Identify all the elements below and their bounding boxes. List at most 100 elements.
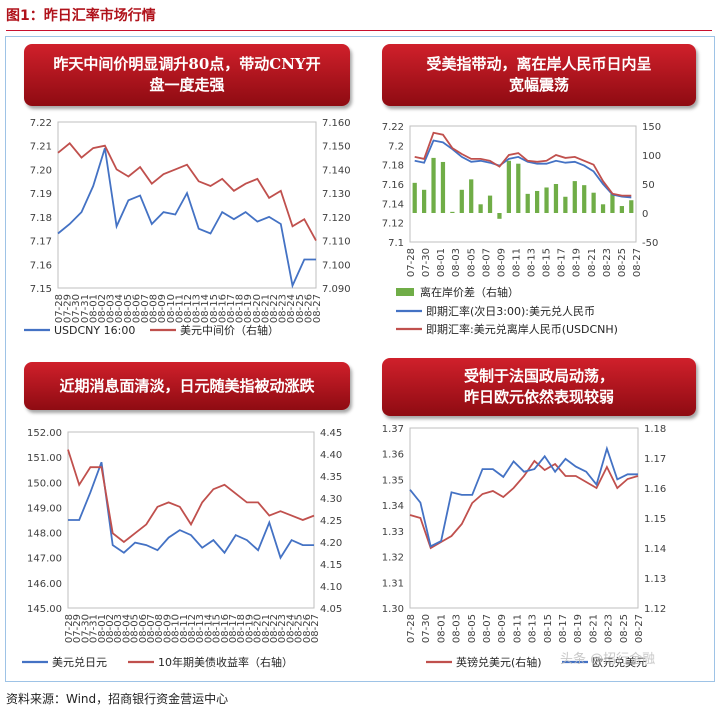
y-right-tick-label: 1.18 bbox=[644, 424, 666, 435]
x-tick-label: 08-17 bbox=[558, 614, 569, 643]
y-left-tick-label: 7.22 bbox=[382, 122, 404, 133]
y-right-tick-label: 7.120 bbox=[322, 213, 351, 224]
x-tick-label: 08-14 bbox=[200, 294, 211, 323]
x-tick-label: 08-21 bbox=[588, 614, 599, 643]
chart-eur: 1.30 1.31 1.32 1.33 1.34 1.35 1.36 1.37 1.12 1.13… bbox=[382, 424, 667, 669]
chart-cnh: 7.1 7.12 7.14 7.16 7.18 7.2 7.22 -50 0 50 100 150 07… bbox=[382, 122, 661, 336]
x-tick-label: 08-15 bbox=[212, 614, 223, 643]
x-tick-label: 08-13 bbox=[195, 614, 206, 643]
spread-bar bbox=[459, 189, 464, 213]
x-tick-label: 08-07 bbox=[140, 294, 151, 323]
x-tick-label: 08-15 bbox=[542, 248, 553, 277]
banner-line: 近期消息面清淡，日元随美指被动涨跌 bbox=[59, 376, 315, 395]
spread-bar bbox=[440, 161, 446, 213]
y-right-tick-label: 4.30 bbox=[320, 494, 342, 505]
y-left-tick-label: 1.36 bbox=[382, 450, 404, 461]
y-right-tick-label: 4.10 bbox=[320, 582, 342, 593]
series-line-0 bbox=[57, 147, 316, 289]
plot-area bbox=[57, 121, 317, 289]
x-tick-label: 08-19 bbox=[243, 294, 254, 323]
x-tick-label: 08-17 bbox=[557, 248, 568, 277]
y-right-tick-label: 4.05 bbox=[320, 604, 342, 615]
x-tick-label: 08-11 bbox=[179, 614, 190, 643]
y-right-tick-label: 4.25 bbox=[320, 516, 342, 527]
y-right-tick-label: 1.17 bbox=[644, 454, 666, 465]
legend-label: 即期汇率:美元兑离岸人民币(USDCNH) bbox=[426, 322, 618, 336]
x-tick-label: 08-15 bbox=[209, 294, 220, 323]
x-tick-label: 08-21 bbox=[587, 248, 598, 277]
y-right-tick-label: 50 bbox=[642, 180, 655, 191]
x-tick-label: 08-01 bbox=[88, 294, 99, 323]
x-tick-label: 07-29 bbox=[63, 294, 74, 323]
spread-bar bbox=[525, 193, 530, 213]
y-right-tick-label: 7.160 bbox=[322, 118, 351, 129]
x-tick-label: 08-20 bbox=[253, 614, 264, 643]
y-left-tick-label: 151.00 bbox=[27, 453, 62, 464]
x-tick-label: 08-04 bbox=[121, 614, 132, 643]
y-right-tick-label: 7.140 bbox=[322, 165, 351, 176]
spread-bar bbox=[487, 195, 493, 213]
banner-line: 受制于法国政局动荡， bbox=[463, 367, 614, 385]
x-tick-label: 08-07 bbox=[146, 614, 157, 643]
x-tick-label: 07-31 bbox=[89, 614, 100, 643]
x-tick-label: 08-10 bbox=[166, 294, 177, 323]
banner-line: 昨日欧元依然表现较弱 bbox=[463, 388, 614, 406]
y-right-tick-label: 1.15 bbox=[644, 514, 666, 525]
series-line-1 bbox=[414, 131, 632, 197]
x-tick-label: 08-01 bbox=[436, 248, 447, 277]
y-right-tick-label: 4.20 bbox=[320, 538, 342, 549]
x-tick-label: 08-19 bbox=[244, 614, 255, 643]
x-tick-label: 08-11 bbox=[512, 614, 523, 643]
chart-cny: 7.15 7.16 7.17 7.18 7.19 7.20 7.21 7.22 7.090 7.1… bbox=[24, 118, 351, 337]
x-tick-label: 07-28 bbox=[64, 614, 75, 643]
x-tick-label: 08-12 bbox=[183, 294, 194, 323]
y-left-tick-label: 1.33 bbox=[382, 527, 404, 538]
y-left-tick-label: 150.00 bbox=[27, 478, 62, 489]
x-tick-label: 08-19 bbox=[572, 248, 583, 277]
spread-bar bbox=[600, 204, 606, 213]
x-tick-label: 08-09 bbox=[162, 614, 173, 643]
x-tick-label: 08-11 bbox=[174, 294, 185, 323]
spread-bar bbox=[582, 185, 587, 213]
x-tick-label: 08-13 bbox=[192, 294, 203, 323]
spread-bar bbox=[629, 200, 634, 213]
x-tick-label: 07-30 bbox=[421, 614, 432, 643]
y-left-tick-label: 1.31 bbox=[382, 578, 404, 589]
x-tick-label: 08-05 bbox=[123, 294, 134, 323]
y-right-tick-label: 1.13 bbox=[644, 574, 666, 585]
figure-title: 图1：昨日汇率市场行情 bbox=[6, 8, 156, 24]
y-right-tick-label: 7.130 bbox=[322, 189, 351, 200]
chart-jpy: 145.00 146.00 147.00 148.00 149.00 150.00 151.… bbox=[22, 428, 342, 669]
spread-bar bbox=[412, 182, 417, 213]
y-right-tick-label: 4.35 bbox=[320, 472, 342, 483]
series-line-1 bbox=[57, 142, 317, 242]
banner-jpy: 近期消息面清淡，日元随美指被动涨跌 bbox=[24, 362, 350, 410]
x-tick-label: 08-20 bbox=[252, 294, 263, 323]
x-tick-label: 07-29 bbox=[72, 614, 83, 643]
spread-bar bbox=[431, 157, 436, 213]
y-left-tick-label: 1.35 bbox=[382, 475, 404, 486]
x-tick-label: 08-22 bbox=[269, 294, 280, 323]
x-tick-label: 08-23 bbox=[604, 614, 615, 643]
banner-line: 昨天中间价明显调升80点，带动CNY开 bbox=[53, 55, 321, 73]
panel-cny: 昨天中间价明显调升80点，带动CNY开 盘一度走强 7.15 7.16 7.17 7.… bbox=[8, 38, 360, 348]
y-left-tick-label: 7.16 bbox=[382, 180, 404, 191]
y-right-tick-label: 7.090 bbox=[322, 284, 351, 295]
x-tick-label: 08-27 bbox=[634, 614, 645, 643]
y-right-tick-label: 7.110 bbox=[322, 237, 351, 248]
x-tick-label: 08-24 bbox=[285, 614, 296, 643]
y-left-tick-label: 1.32 bbox=[382, 553, 404, 564]
plot-area bbox=[409, 125, 637, 243]
x-tick-label: 08-21 bbox=[261, 614, 272, 643]
x-tick-label: 08-03 bbox=[452, 614, 463, 643]
x-tick-label: 08-05 bbox=[467, 614, 478, 643]
x-tick-label: 08-24 bbox=[286, 294, 297, 323]
x-tick-label: 08-03 bbox=[106, 294, 117, 323]
x-tick-label: 07-30 bbox=[71, 294, 82, 323]
spread-bar bbox=[591, 192, 596, 213]
x-tick-label: 08-09 bbox=[497, 614, 508, 643]
spread-bar bbox=[478, 204, 483, 213]
spread-bar bbox=[469, 179, 474, 213]
series-line-0 bbox=[409, 459, 639, 550]
series-line-1 bbox=[67, 449, 315, 544]
